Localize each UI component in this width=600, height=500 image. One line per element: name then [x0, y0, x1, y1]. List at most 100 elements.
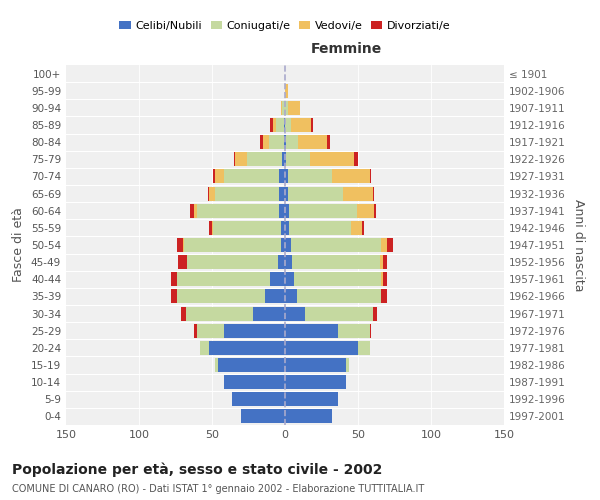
Text: Femmine: Femmine — [311, 42, 382, 56]
Bar — [187, 255, 278, 269]
Bar — [286, 152, 310, 166]
Bar — [285, 341, 358, 355]
Bar — [370, 324, 371, 338]
Bar — [281, 101, 282, 115]
Bar — [288, 170, 332, 183]
Bar — [269, 135, 284, 149]
Bar — [356, 204, 374, 218]
Bar — [194, 324, 197, 338]
Bar — [276, 118, 284, 132]
Bar — [294, 272, 382, 286]
Bar — [285, 392, 338, 406]
Bar — [284, 118, 285, 132]
Bar — [285, 186, 288, 200]
Bar — [382, 272, 383, 286]
Bar — [288, 186, 343, 200]
Bar — [215, 170, 224, 183]
Bar — [383, 272, 387, 286]
Bar — [285, 290, 296, 304]
Bar — [282, 101, 285, 115]
Bar — [214, 221, 281, 235]
Bar — [209, 341, 285, 355]
Bar — [338, 324, 370, 338]
Bar — [279, 204, 285, 218]
Bar — [197, 204, 279, 218]
Bar — [279, 170, 285, 183]
Bar — [285, 272, 294, 286]
Bar — [380, 255, 383, 269]
Bar — [373, 306, 377, 320]
Bar — [181, 306, 186, 320]
Bar — [285, 255, 292, 269]
Text: Popolazione per età, sesso e stato civile - 2002: Popolazione per età, sesso e stato civil… — [12, 462, 382, 477]
Bar — [178, 255, 187, 269]
Text: COMUNE DI CANARO (RO) - Dati ISTAT 1° gennaio 2002 - Elaborazione TUTTITALIA.IT: COMUNE DI CANARO (RO) - Dati ISTAT 1° ge… — [12, 484, 424, 494]
Bar — [232, 392, 285, 406]
Bar — [284, 135, 285, 149]
Bar — [194, 204, 197, 218]
Bar — [200, 341, 209, 355]
Bar — [197, 324, 224, 338]
Bar — [387, 238, 393, 252]
Bar — [253, 306, 285, 320]
Bar — [186, 306, 253, 320]
Bar — [215, 186, 279, 200]
Bar — [265, 290, 285, 304]
Bar — [281, 221, 285, 235]
Bar — [291, 118, 311, 132]
Bar — [296, 290, 382, 304]
Bar — [285, 358, 346, 372]
Bar — [362, 221, 364, 235]
Bar — [288, 101, 299, 115]
Bar — [218, 358, 285, 372]
Bar — [281, 238, 285, 252]
Legend: Celibi/Nubili, Coniugati/e, Vedovi/e, Divorziati/e: Celibi/Nubili, Coniugati/e, Vedovi/e, Di… — [115, 16, 455, 36]
Bar — [285, 170, 288, 183]
Bar — [285, 238, 291, 252]
Bar — [343, 186, 373, 200]
Bar — [278, 255, 285, 269]
Bar — [289, 221, 350, 235]
Bar — [190, 204, 194, 218]
Bar — [382, 238, 387, 252]
Y-axis label: Anni di nascita: Anni di nascita — [572, 198, 585, 291]
Bar — [285, 135, 286, 149]
Y-axis label: Fasce di età: Fasce di età — [13, 208, 25, 282]
Bar — [184, 238, 281, 252]
Bar — [212, 221, 214, 235]
Bar — [305, 306, 373, 320]
Bar — [298, 135, 328, 149]
Bar — [224, 170, 279, 183]
Bar — [171, 272, 177, 286]
Bar — [260, 135, 263, 149]
Bar — [177, 290, 265, 304]
Bar — [350, 221, 362, 235]
Bar — [370, 170, 371, 183]
Bar — [310, 152, 353, 166]
Bar — [271, 118, 274, 132]
Bar — [263, 135, 269, 149]
Bar — [285, 375, 346, 389]
Bar — [291, 238, 382, 252]
Bar — [208, 186, 209, 200]
Bar — [332, 170, 370, 183]
Bar — [285, 306, 305, 320]
Bar — [235, 152, 247, 166]
Bar — [292, 255, 380, 269]
Bar — [224, 324, 285, 338]
Bar — [285, 101, 288, 115]
Bar — [328, 135, 330, 149]
Bar — [289, 204, 356, 218]
Bar — [215, 358, 218, 372]
Bar — [373, 186, 374, 200]
Bar — [374, 204, 376, 218]
Bar — [285, 221, 289, 235]
Bar — [209, 221, 212, 235]
Bar — [383, 255, 387, 269]
Bar — [177, 238, 183, 252]
Bar — [358, 341, 370, 355]
Bar — [214, 170, 215, 183]
Bar — [241, 410, 285, 424]
Bar — [177, 272, 271, 286]
Bar — [274, 118, 276, 132]
